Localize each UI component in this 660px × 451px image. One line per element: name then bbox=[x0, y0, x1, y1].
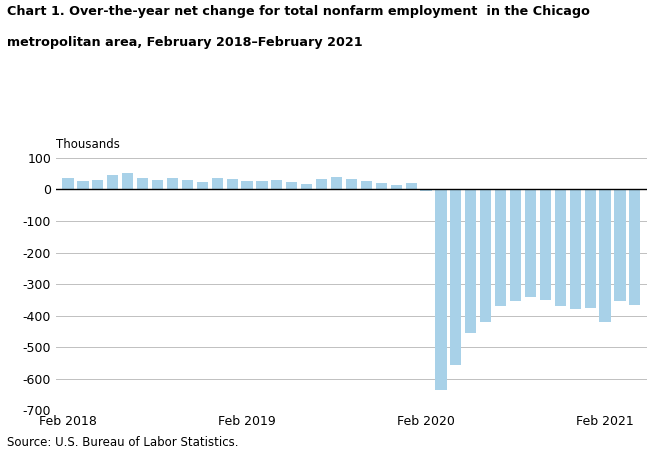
Bar bbox=[420, 189, 432, 191]
Bar bbox=[331, 177, 342, 189]
Bar bbox=[107, 175, 118, 189]
Text: Source: U.S. Bureau of Labor Statistics.: Source: U.S. Bureau of Labor Statistics. bbox=[7, 436, 238, 449]
Bar bbox=[212, 178, 223, 189]
Text: metropolitan area, February 2018–February 2021: metropolitan area, February 2018–Februar… bbox=[7, 36, 362, 49]
Text: Thousands: Thousands bbox=[56, 138, 120, 151]
Bar bbox=[436, 189, 447, 390]
Bar bbox=[361, 181, 372, 189]
Bar bbox=[510, 189, 521, 301]
Bar bbox=[226, 179, 238, 189]
Bar bbox=[301, 184, 312, 189]
Bar bbox=[286, 183, 298, 189]
Bar bbox=[242, 180, 253, 189]
Bar bbox=[197, 183, 208, 189]
Bar bbox=[480, 189, 491, 322]
Bar bbox=[376, 183, 387, 189]
Bar bbox=[540, 189, 551, 300]
Bar bbox=[614, 189, 626, 301]
Bar bbox=[122, 173, 133, 189]
Bar bbox=[167, 178, 178, 189]
Bar bbox=[599, 189, 610, 322]
Bar bbox=[465, 189, 477, 333]
Bar bbox=[137, 178, 148, 189]
Bar bbox=[152, 180, 163, 189]
Bar bbox=[92, 180, 104, 189]
Bar bbox=[63, 178, 74, 189]
Bar bbox=[570, 189, 581, 309]
Text: Chart 1. Over-the-year net change for total nonfarm employment  in the Chicago: Chart 1. Over-the-year net change for to… bbox=[7, 5, 589, 18]
Bar bbox=[495, 189, 506, 306]
Bar bbox=[585, 189, 596, 308]
Bar bbox=[554, 189, 566, 306]
Bar bbox=[405, 183, 416, 189]
Bar bbox=[525, 189, 536, 297]
Bar bbox=[271, 180, 282, 189]
Bar bbox=[391, 184, 402, 189]
Bar bbox=[182, 180, 193, 189]
Bar bbox=[346, 179, 357, 189]
Bar bbox=[629, 189, 640, 305]
Bar bbox=[316, 179, 327, 189]
Bar bbox=[77, 181, 88, 189]
Bar bbox=[256, 181, 267, 189]
Bar bbox=[450, 189, 461, 364]
